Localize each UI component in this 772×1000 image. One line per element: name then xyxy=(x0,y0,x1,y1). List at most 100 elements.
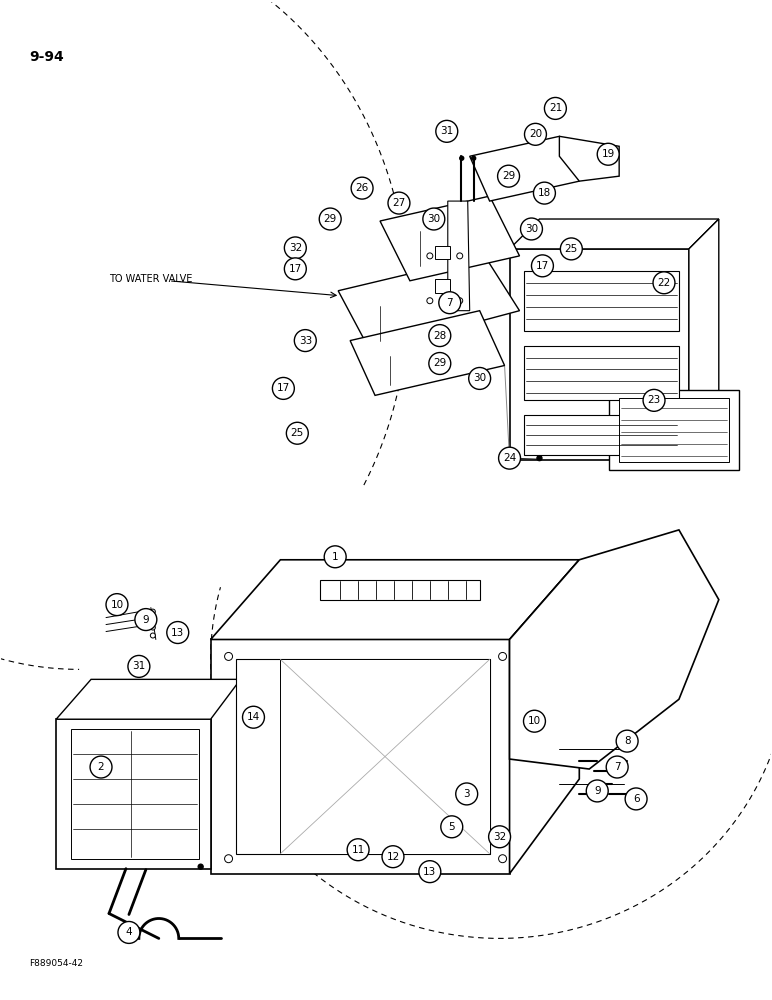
Text: 29: 29 xyxy=(323,214,337,224)
Circle shape xyxy=(653,272,675,294)
Polygon shape xyxy=(56,719,211,869)
Circle shape xyxy=(460,156,464,160)
Text: 29: 29 xyxy=(433,358,446,368)
Circle shape xyxy=(498,165,520,187)
Polygon shape xyxy=(510,560,579,874)
Text: TO WATER VALVE: TO WATER VALVE xyxy=(109,274,192,284)
Circle shape xyxy=(427,298,433,304)
Text: 33: 33 xyxy=(299,336,312,346)
Circle shape xyxy=(499,652,506,660)
Text: 6: 6 xyxy=(633,794,639,804)
Text: 24: 24 xyxy=(503,453,516,463)
Circle shape xyxy=(523,710,546,732)
Polygon shape xyxy=(448,201,469,311)
Text: 26: 26 xyxy=(355,183,369,193)
Text: 23: 23 xyxy=(648,395,661,405)
Circle shape xyxy=(533,182,555,204)
Text: 4: 4 xyxy=(126,927,132,937)
Text: 30: 30 xyxy=(427,214,440,224)
Circle shape xyxy=(457,298,462,304)
Text: 13: 13 xyxy=(171,628,185,638)
Polygon shape xyxy=(524,415,679,455)
Text: 9: 9 xyxy=(143,615,149,625)
Text: 11: 11 xyxy=(351,845,364,855)
Text: 30: 30 xyxy=(473,373,486,383)
Circle shape xyxy=(427,253,433,259)
Text: 12: 12 xyxy=(386,852,400,862)
Polygon shape xyxy=(619,398,729,462)
Circle shape xyxy=(531,255,554,277)
Text: 13: 13 xyxy=(423,867,436,877)
Polygon shape xyxy=(524,346,679,400)
Text: 25: 25 xyxy=(564,244,578,254)
Polygon shape xyxy=(510,249,689,460)
Circle shape xyxy=(499,447,520,469)
Text: 2: 2 xyxy=(98,762,104,772)
Text: 21: 21 xyxy=(549,103,562,113)
Circle shape xyxy=(167,622,188,643)
Circle shape xyxy=(286,422,308,444)
Circle shape xyxy=(118,921,140,943)
Circle shape xyxy=(106,594,128,616)
Text: 9-94: 9-94 xyxy=(29,50,64,64)
Text: 8: 8 xyxy=(624,736,631,746)
Text: F889054-42: F889054-42 xyxy=(29,959,83,968)
Text: 32: 32 xyxy=(493,832,506,842)
Text: 7: 7 xyxy=(614,762,621,772)
Polygon shape xyxy=(510,530,719,769)
Circle shape xyxy=(428,325,451,347)
Circle shape xyxy=(438,292,461,314)
Circle shape xyxy=(586,780,608,802)
Circle shape xyxy=(351,177,373,199)
Circle shape xyxy=(320,208,341,230)
Polygon shape xyxy=(350,311,505,395)
Polygon shape xyxy=(320,580,479,600)
Circle shape xyxy=(499,855,506,863)
Polygon shape xyxy=(280,659,489,854)
Polygon shape xyxy=(235,659,489,854)
Polygon shape xyxy=(211,639,510,874)
Text: 17: 17 xyxy=(289,264,302,274)
Polygon shape xyxy=(560,136,619,181)
Circle shape xyxy=(472,156,476,160)
Text: 31: 31 xyxy=(132,661,145,671)
Polygon shape xyxy=(71,729,198,859)
Text: 20: 20 xyxy=(529,129,542,139)
Circle shape xyxy=(151,633,155,638)
Circle shape xyxy=(90,756,112,778)
Circle shape xyxy=(428,353,451,374)
Circle shape xyxy=(489,826,510,848)
Circle shape xyxy=(284,237,306,259)
Circle shape xyxy=(128,655,150,677)
Polygon shape xyxy=(469,136,579,201)
Text: 17: 17 xyxy=(276,383,290,393)
Polygon shape xyxy=(609,390,739,470)
Text: 3: 3 xyxy=(463,789,470,799)
Text: 14: 14 xyxy=(247,712,260,722)
Circle shape xyxy=(388,192,410,214)
Text: 5: 5 xyxy=(449,822,455,832)
Polygon shape xyxy=(435,279,450,293)
Circle shape xyxy=(273,377,294,399)
Circle shape xyxy=(324,546,346,568)
Circle shape xyxy=(538,457,540,459)
Circle shape xyxy=(441,816,462,838)
Circle shape xyxy=(294,330,317,352)
Circle shape xyxy=(560,238,582,260)
Text: 22: 22 xyxy=(658,278,671,288)
Circle shape xyxy=(419,861,441,883)
Circle shape xyxy=(382,846,404,868)
Circle shape xyxy=(284,258,306,280)
Circle shape xyxy=(598,143,619,165)
Polygon shape xyxy=(510,219,719,249)
Text: 7: 7 xyxy=(446,298,453,308)
Text: 10: 10 xyxy=(110,600,124,610)
Polygon shape xyxy=(435,246,450,259)
Text: 19: 19 xyxy=(601,149,615,159)
Text: 18: 18 xyxy=(538,188,551,198)
Text: 10: 10 xyxy=(528,716,541,726)
Circle shape xyxy=(606,756,628,778)
Text: 25: 25 xyxy=(291,428,304,438)
Text: 31: 31 xyxy=(440,126,453,136)
Circle shape xyxy=(225,652,232,660)
